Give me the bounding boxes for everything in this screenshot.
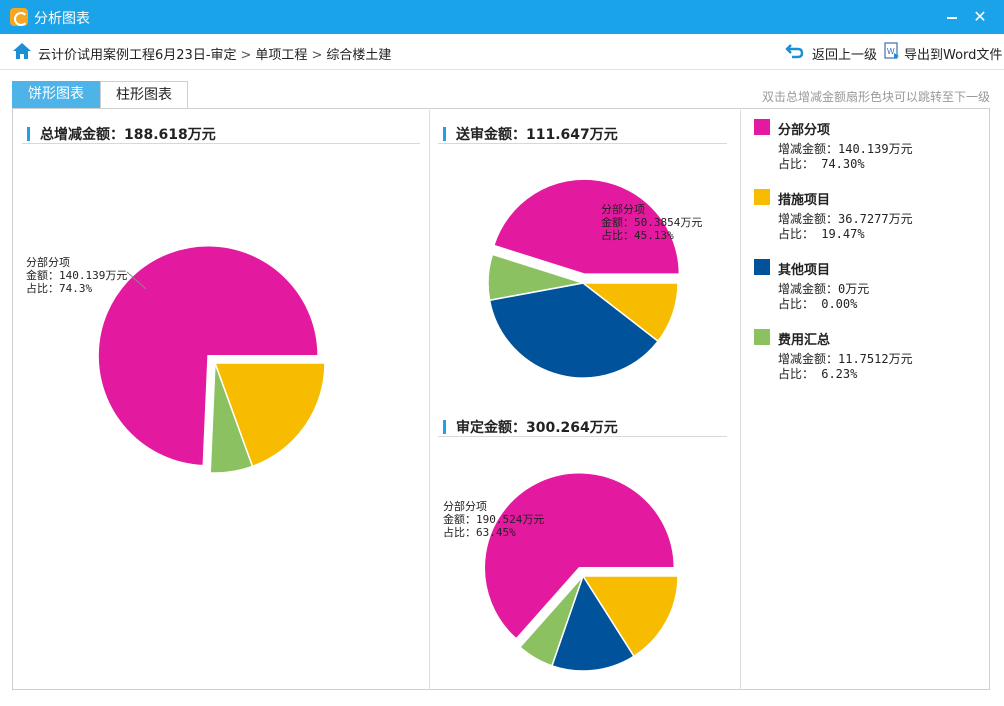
home-icon[interactable] <box>12 42 32 60</box>
breadcrumb-item-unit[interactable]: 综合楼土建 <box>326 48 392 63</box>
pie-slice-feiyong[interactable] <box>209 362 254 474</box>
chart-title-text: 总增减金额：188.618万元 <box>40 127 216 143</box>
pie-slice-cuoshi[interactable] <box>581 575 679 658</box>
legend-name: 其他项目 <box>778 263 831 278</box>
pie-label-amount: 金额：190.524万元 <box>443 513 545 526</box>
tab-pie-chart[interactable]: 饼形图表 <box>12 81 100 109</box>
back-label: 返回上一级 <box>812 48 878 63</box>
legend-swatch <box>754 189 770 205</box>
legend-amount: 增减金额：140.139万元 <box>778 142 913 156</box>
divider <box>438 436 727 437</box>
pie-label-ratio: 占比：63.45% <box>443 526 516 539</box>
pie-label-ratio: 占比：74.3% <box>26 282 93 295</box>
window-title: 分析图表 <box>34 11 90 27</box>
pie-slice-qita[interactable] <box>488 282 660 379</box>
legend-amount: 增减金额：11.7512万元 <box>778 352 913 366</box>
chart-title-submitted: 送审金额：111.647万元 <box>443 124 618 144</box>
export-label: 导出到Word文件 <box>904 48 1003 63</box>
legend-amount: 增减金额：36.7277万元 <box>778 212 913 226</box>
legend-name: 分部分项 <box>778 123 831 138</box>
legend-name: 措施项目 <box>778 193 831 208</box>
pie-slice-feiyong[interactable] <box>518 575 584 667</box>
chart-title-text: 审定金额：300.264万元 <box>456 420 618 436</box>
pie-label-amount: 金额：50.3854万元 <box>601 216 703 229</box>
navigation-bar: 云计价试用案例工程6月23日-审定 > 单项工程 > 综合楼土建 返回上一级 W 导出到… <box>0 34 1004 70</box>
chart-title-approved: 审定金额：300.264万元 <box>443 417 618 437</box>
legend-name: 费用汇总 <box>778 333 831 348</box>
pie-label-submitted: 分部分项 金额：50.3854万元 占比：45.13% <box>601 203 702 242</box>
title-bar: 分析图表 ✕ <box>0 0 1004 34</box>
word-document-icon: W <box>884 42 899 59</box>
legend-swatch <box>754 329 770 345</box>
return-arrow-icon <box>785 44 804 59</box>
chevron-right-icon: > <box>240 48 252 63</box>
divider <box>740 110 741 690</box>
pie-label-ratio: 占比：45.13% <box>601 229 674 242</box>
pie-label-leader-line <box>126 271 147 290</box>
chart-title-text: 送审金额：111.647万元 <box>456 127 618 143</box>
divider <box>438 143 727 144</box>
legend-ratio: 占比： 74.30% <box>778 157 865 171</box>
pie-label-amount: 金额：140.139万元 <box>26 269 128 282</box>
tab-bar-chart[interactable]: 柱形图表 <box>100 81 188 109</box>
legend-ratio: 占比： 0.00% <box>778 297 858 311</box>
breadcrumb-item-single[interactable]: 单项工程 <box>255 48 308 63</box>
divider <box>22 143 420 144</box>
legend-ratio: 占比： 19.47% <box>778 227 865 241</box>
app-logo-icon <box>10 8 28 26</box>
pie-label-name: 分部分项 <box>443 500 487 513</box>
pie-slice-qita[interactable] <box>550 574 635 672</box>
chart-title-total: 总增减金额：188.618万元 <box>27 124 216 144</box>
pie-slice-fenbu[interactable] <box>483 472 676 640</box>
pie-label-total: 分部分项 金额：140.139万元 占比：74.3% <box>26 256 127 295</box>
hint-text: 双击总增减金额扇形色块可以跳转至下一级 <box>761 90 990 104</box>
pie-slice-fenbu[interactable] <box>492 178 681 275</box>
close-button[interactable]: ✕ <box>973 7 987 26</box>
pie-label-approved: 分部分项 金额：190.524万元 占比：63.45% <box>443 500 544 539</box>
minimize-button[interactable] <box>938 4 966 30</box>
legend-amount: 增减金额：0万元 <box>778 282 870 296</box>
divider <box>429 110 430 690</box>
legend-ratio: 占比： 6.23% <box>778 367 858 381</box>
pie-slice-cuoshi[interactable] <box>213 362 326 468</box>
chevron-right-icon: > <box>311 48 323 63</box>
pie-label-name: 分部分项 <box>601 203 645 216</box>
legend-swatch <box>754 119 770 135</box>
pie-label-name: 分部分项 <box>26 256 70 269</box>
legend-swatch <box>754 259 770 275</box>
pie-slice-feiyong[interactable] <box>487 253 584 302</box>
breadcrumb-item-project[interactable]: 云计价试用案例工程6月23日-审定 <box>38 48 237 63</box>
svg-text:W: W <box>887 47 895 56</box>
breadcrumb: 云计价试用案例工程6月23日-审定 > 单项工程 > 综合楼土建 <box>38 44 391 63</box>
